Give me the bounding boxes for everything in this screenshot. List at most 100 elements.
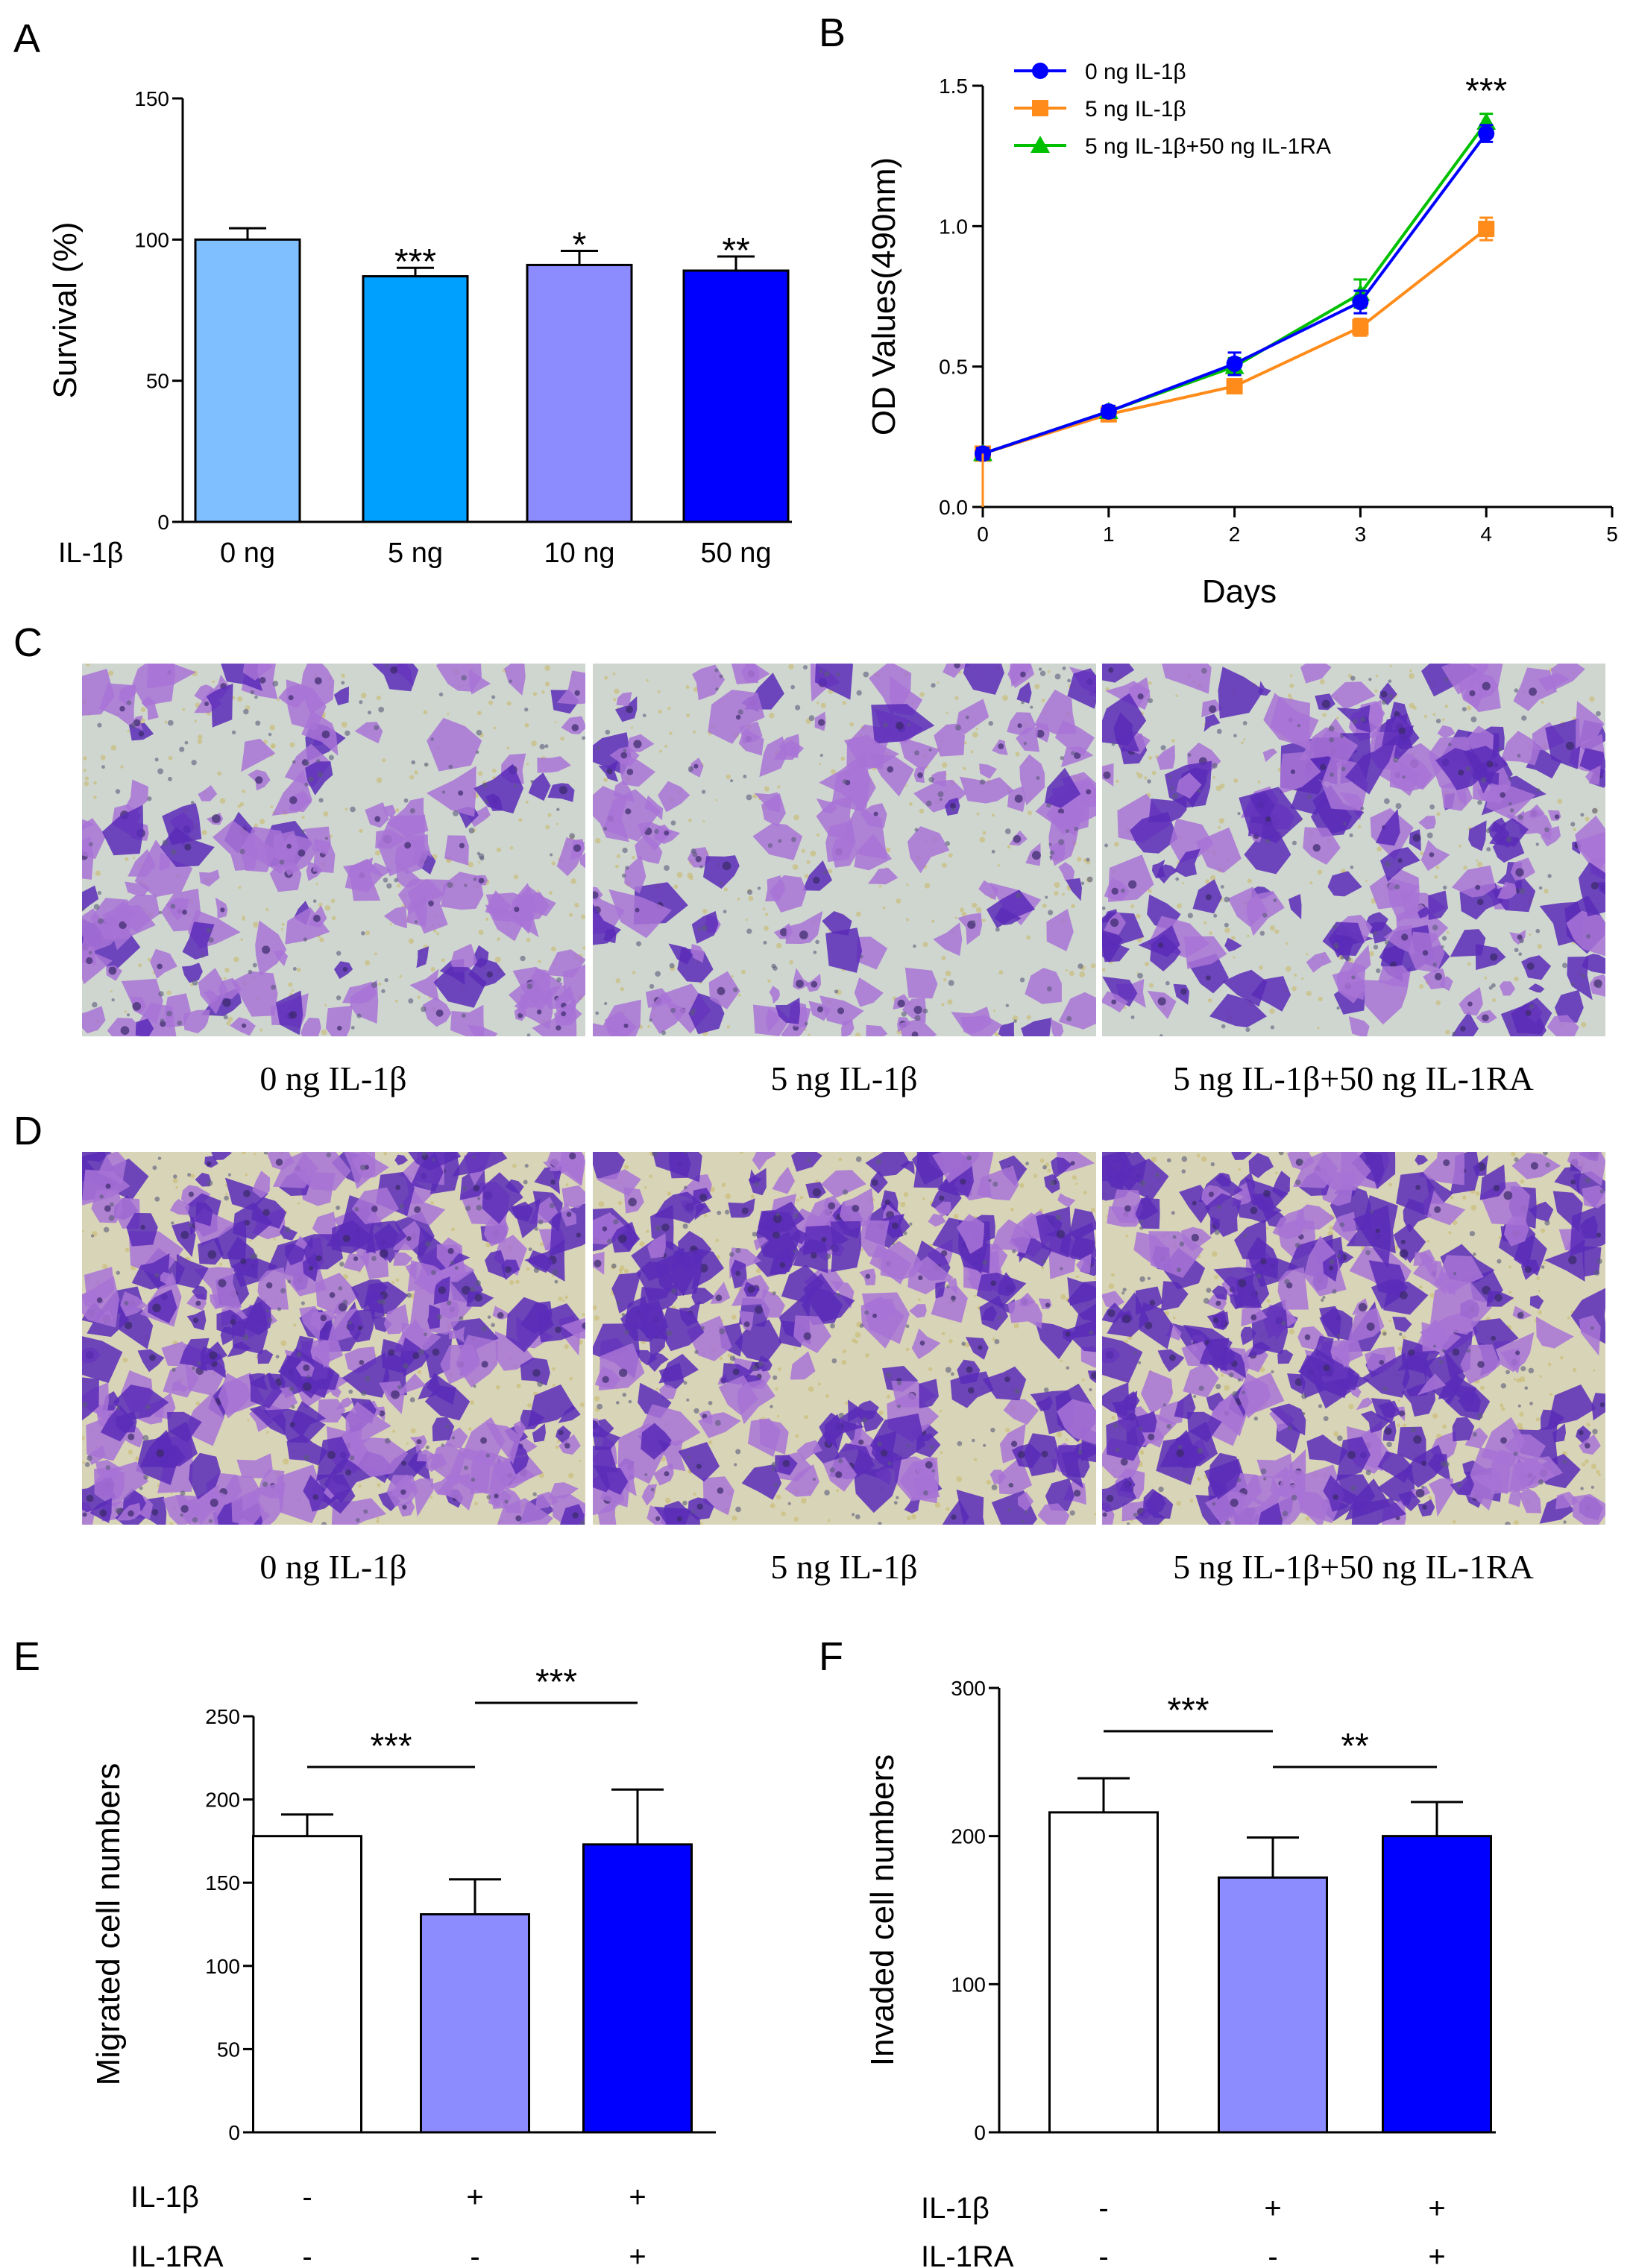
- micro-d2-cell: [1215, 1172, 1231, 1187]
- micro-c1-debris: [793, 814, 800, 821]
- micro-d0-cell: [236, 1453, 273, 1478]
- micro-c0-debris: [496, 847, 502, 853]
- micro-d1-pore: [717, 1210, 722, 1215]
- micro-d2-cell: [1464, 1427, 1488, 1449]
- micro-d1-nucleus: [1004, 1376, 1010, 1382]
- micro-c2-cell: [1102, 693, 1147, 746]
- micro-c2-cell: [1500, 731, 1541, 766]
- micro-d0-cell: [427, 1304, 440, 1329]
- micro-c1-pore: [1013, 1019, 1017, 1023]
- micro-d1-cell: [658, 1384, 677, 1399]
- micro-d2-pore: [1215, 1384, 1221, 1390]
- micro-d1-debris: [649, 1174, 653, 1179]
- micro-d1-cell: [865, 1152, 910, 1176]
- micro-c2-nucleus: [1422, 950, 1429, 956]
- micro-c2-cell: [1303, 827, 1341, 865]
- micro-d2-pore: [1386, 1441, 1392, 1448]
- micro-d0-cell: [303, 1234, 344, 1270]
- micro-c0-debris: [556, 822, 559, 825]
- micro-c2-debris: [1286, 942, 1289, 945]
- micro-d0-pore: [142, 1434, 149, 1441]
- micro-d1-cell: [989, 1470, 1007, 1484]
- micro-d0-cell: [242, 1296, 271, 1335]
- micro-d0-debris: [125, 1247, 130, 1253]
- micro-d0-nucleus: [209, 1351, 218, 1360]
- chart-e-treatment-1-1: -: [470, 2240, 479, 2268]
- micro-c1-debris: [819, 763, 822, 766]
- micrograph-d-0ng: [82, 1152, 585, 1525]
- micro-d0-cell: [392, 1220, 426, 1250]
- micro-c2-nucleus: [1320, 763, 1327, 771]
- micro-c2-cell: [1169, 818, 1214, 863]
- micro-d0-cell: [527, 1384, 576, 1427]
- chart-a-x-tick-label-1: 5 ng: [388, 538, 443, 569]
- micro-d2-pore: [1563, 1520, 1567, 1524]
- micro-c0-debris: [85, 664, 90, 667]
- micro-d2-pore: [1473, 1252, 1476, 1256]
- micro-c0-pore: [93, 904, 100, 910]
- micro-d2-pore: [1166, 1158, 1171, 1163]
- micro-c0-debris: [389, 923, 392, 926]
- micro-c1-cell: [603, 928, 617, 944]
- micro-c1-pore: [773, 966, 778, 971]
- micro-c0-pore: [350, 1026, 355, 1030]
- chart-a-bar-3: [682, 269, 790, 523]
- micro-c0-debris: [395, 808, 400, 813]
- chart-f-y-tick-label-0: 0: [974, 2121, 986, 2144]
- micro-d0-cell: [160, 1271, 174, 1287]
- micro-d2-pore: [1297, 1159, 1304, 1165]
- chart-b-y-tick-label-3: 1.5: [939, 75, 968, 98]
- micro-d0-pore: [172, 1367, 176, 1373]
- micro-c0-pore: [97, 918, 104, 924]
- micro-c0-nucleus: [374, 816, 381, 822]
- micro-d2-nucleus: [1215, 1300, 1221, 1306]
- micro-c2-pore: [1102, 906, 1106, 910]
- micro-c0-nucleus: [132, 1001, 142, 1011]
- micro-d0-pore: [207, 1179, 213, 1186]
- micro-d1-cell: [796, 1440, 822, 1461]
- micro-d2-pore: [1585, 1177, 1591, 1184]
- micro-c1-nucleus: [593, 891, 599, 899]
- micro-c0-nucleus: [478, 878, 485, 883]
- micro-c0-cell: [274, 950, 289, 966]
- micro-d0-debris: [417, 1370, 422, 1375]
- micro-d0-pore: [139, 1486, 143, 1490]
- micro-d0-cell: [550, 1203, 585, 1256]
- micro-c1-nucleus: [1020, 671, 1026, 678]
- micro-c0-pore: [336, 951, 342, 956]
- micro-c0-debris: [376, 777, 383, 784]
- micro-d2-pore: [1176, 1267, 1182, 1273]
- micro-d1-pore: [877, 1441, 882, 1446]
- micro-c1-pore: [856, 690, 862, 696]
- micro-c0-pore: [441, 790, 446, 794]
- micro-c0-pore: [361, 931, 365, 936]
- micro-d0-debris: [376, 1516, 380, 1519]
- micro-c0-pore: [359, 700, 363, 705]
- chart-b-point-1-2: [1226, 378, 1243, 395]
- micro-d1-debris: [817, 1382, 821, 1386]
- micro-c2-pore: [1224, 896, 1230, 903]
- micro-c2-pore: [1242, 721, 1247, 725]
- micro-c2-debris: [1376, 846, 1382, 852]
- micro-d0-cell: [534, 1165, 563, 1194]
- micro-c2-debris: [1289, 674, 1293, 678]
- micro-c2-pore: [1388, 679, 1392, 683]
- micro-d1-debris: [617, 1200, 623, 1206]
- micro-c1-debris: [740, 969, 746, 974]
- micro-c0-debris: [478, 930, 484, 936]
- micro-c2-pore: [1447, 743, 1452, 746]
- micro-c0-pore: [386, 883, 392, 889]
- micro-d1-nucleus: [858, 1439, 864, 1445]
- micro-c0-debris: [291, 989, 295, 992]
- micro-c1-pore: [914, 828, 919, 832]
- micro-d2-pore: [1438, 1360, 1444, 1364]
- micro-d1-pore: [824, 1490, 830, 1496]
- chart-a-y-tick-label-0: 0: [157, 511, 169, 534]
- micrograph-d-5ng-ra: [1102, 1152, 1605, 1525]
- micro-d2-nucleus: [1570, 1179, 1576, 1185]
- micro-d0-debris: [567, 1472, 574, 1478]
- micro-c1-nucleus: [717, 986, 726, 995]
- micro-d0-nucleus: [379, 1249, 388, 1258]
- micro-c2-cell: [1280, 752, 1321, 794]
- micro-c2-debris: [1336, 716, 1339, 719]
